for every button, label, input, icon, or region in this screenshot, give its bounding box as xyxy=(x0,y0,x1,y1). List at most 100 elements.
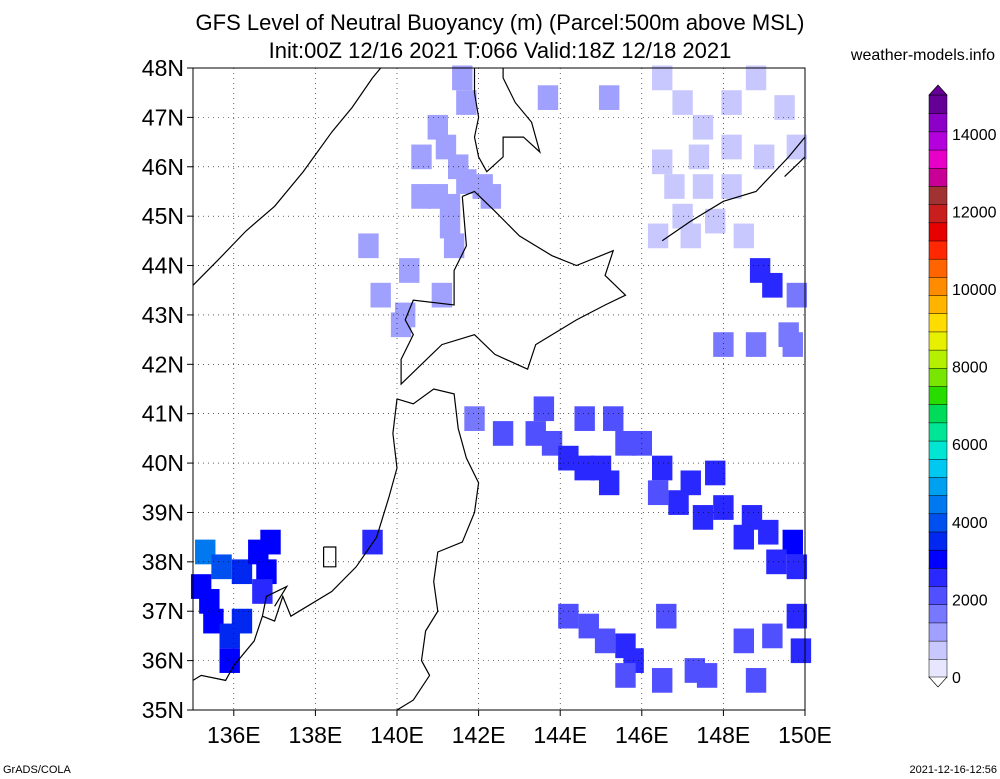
data-cell xyxy=(672,90,693,115)
coast-line xyxy=(396,388,480,711)
data-cell xyxy=(692,114,714,140)
colorbar-swatch xyxy=(928,385,948,405)
colorbar-tick-label: 6000 xyxy=(952,437,988,454)
colorbar-tick-label: 2000 xyxy=(952,592,988,609)
data-cell xyxy=(256,559,277,585)
colorbar-swatch xyxy=(928,349,948,369)
data-cell xyxy=(721,134,742,160)
data-cell xyxy=(741,505,763,530)
data-cell xyxy=(411,184,432,209)
data-cell xyxy=(399,258,420,283)
data-cell xyxy=(452,65,473,91)
chart-subtitle: Init:00Z 12/16 2021 T:066 Valid:18Z 12/1… xyxy=(269,38,732,63)
data-cell xyxy=(652,455,673,481)
y-tick-label: 38N xyxy=(142,549,184,575)
colorbar-tick-label: 8000 xyxy=(952,360,988,377)
colorbar-tick-label: 14000 xyxy=(952,127,997,144)
y-axis: 35N 36N 37N 38N 39N 40N 41N 42N 43N 44N 45N 46N 47N 4… xyxy=(142,55,193,723)
footer-left: GrADS/COLA xyxy=(3,764,72,776)
coast-line xyxy=(400,190,627,386)
data-cell xyxy=(692,505,714,530)
data-cell xyxy=(782,529,803,555)
x-tick-label: 146E xyxy=(615,722,669,748)
colorbar-tick-label: 4000 xyxy=(952,515,988,532)
data-cell xyxy=(260,529,281,555)
x-tick-label: 140E xyxy=(370,722,424,748)
coast-line xyxy=(261,585,289,617)
data-cell xyxy=(456,169,477,194)
y-tick-label: 45N xyxy=(142,203,184,229)
data-cell xyxy=(782,332,803,357)
data-cell xyxy=(745,332,767,357)
y-tick-label: 41N xyxy=(142,401,184,427)
data-cell xyxy=(574,406,595,431)
data-cell xyxy=(541,430,563,456)
data-cell xyxy=(664,174,685,199)
colorbar-swatch xyxy=(928,240,948,260)
colorbar-swatch xyxy=(928,531,948,551)
coast-line xyxy=(192,67,382,286)
data-cell xyxy=(733,524,754,550)
y-tick-label: 39N xyxy=(142,499,184,525)
data-cell xyxy=(435,134,457,160)
data-cell xyxy=(574,455,595,481)
coast-line xyxy=(784,156,806,178)
x-tick-label: 142E xyxy=(452,722,506,748)
colorbar-swatch xyxy=(928,131,948,151)
data-cell xyxy=(439,213,461,239)
colorbar-swatch xyxy=(928,185,948,205)
data-cell xyxy=(464,406,485,431)
x-tick-label: 148E xyxy=(697,722,751,748)
colorbar-swatch xyxy=(928,149,948,169)
colorbar-swatch xyxy=(928,585,948,605)
colorbar-tick-label: 10000 xyxy=(952,282,997,299)
x-tick-label: 136E xyxy=(207,722,261,748)
colorbar-swatch xyxy=(928,203,948,224)
data-cell xyxy=(578,613,599,639)
data-cell xyxy=(558,445,579,471)
coast-line xyxy=(323,546,337,568)
coast-line xyxy=(473,68,541,173)
colorbar-swatch xyxy=(928,567,948,587)
data-cell xyxy=(594,628,616,654)
y-tick-label: 48N xyxy=(142,55,184,81)
data-cell xyxy=(358,233,379,259)
data-cell xyxy=(762,272,783,298)
data-cell xyxy=(713,332,734,357)
colorbar-swatch xyxy=(928,313,948,333)
y-tick-label: 44N xyxy=(142,253,184,279)
colorbar-swatch xyxy=(928,422,948,442)
data-cell xyxy=(758,519,779,545)
y-tick-label: 46N xyxy=(142,154,184,180)
x-axis: 136E 138E 140E 142E 144E 146E 148E 150E xyxy=(207,710,832,748)
colorbar-tick-label: 12000 xyxy=(952,204,997,221)
colorbar-swatch xyxy=(928,494,948,515)
data-cell xyxy=(598,470,620,496)
data-cell xyxy=(370,282,391,308)
colorbar-swatch xyxy=(928,640,948,660)
colorbar-swatch xyxy=(928,276,948,296)
data-cell xyxy=(456,90,477,115)
data-cell xyxy=(721,90,742,115)
data-cell xyxy=(647,480,669,506)
data-cell xyxy=(652,668,673,693)
footer-right: 2021-12-16-12:56 xyxy=(910,764,997,776)
colorbar-swatch xyxy=(928,367,948,387)
coast-line xyxy=(661,136,806,242)
x-tick-label: 138E xyxy=(289,722,343,748)
data-cell xyxy=(684,658,706,683)
data-cell xyxy=(680,223,701,249)
data-cell xyxy=(733,223,754,249)
data-cell xyxy=(231,559,253,585)
data-cell xyxy=(443,233,465,259)
data-cell xyxy=(713,495,734,520)
colorbar-swatch xyxy=(928,112,948,133)
data-cell xyxy=(721,174,742,199)
colorbar-swatch xyxy=(928,440,948,460)
data-cell xyxy=(533,396,555,422)
data-cell xyxy=(652,65,673,91)
coastline xyxy=(192,67,806,711)
y-tick-label: 36N xyxy=(142,648,184,674)
data-cell xyxy=(786,554,808,580)
data-cell xyxy=(492,421,514,446)
